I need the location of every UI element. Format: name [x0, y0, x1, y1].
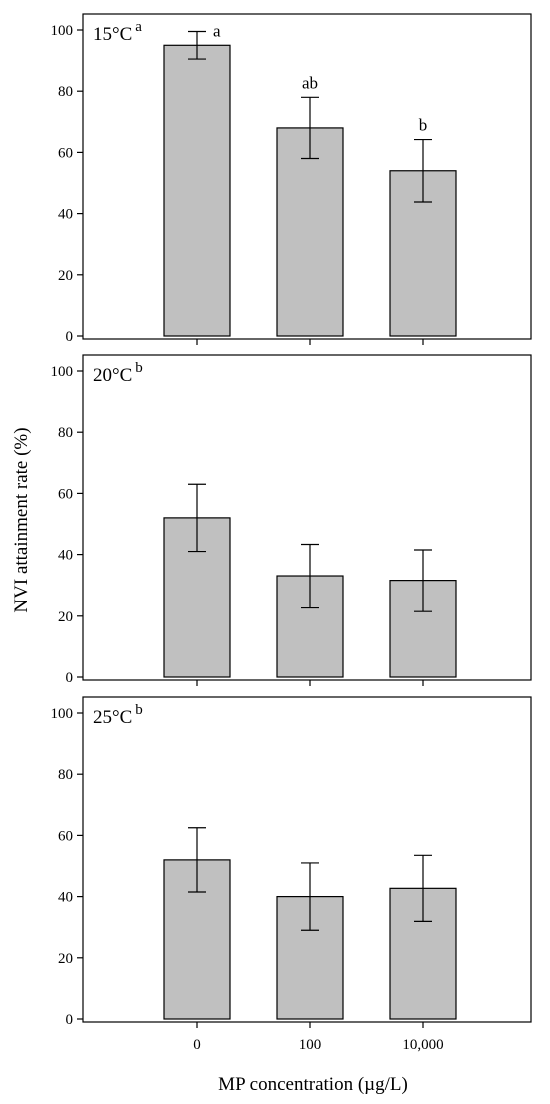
y-tick-label: 80	[58, 767, 73, 783]
bar	[276, 127, 344, 337]
plot-frame	[82, 13, 532, 340]
y-tick-label: 0	[66, 329, 74, 345]
y-tick-label: 60	[58, 145, 73, 161]
y-tick-label: 40	[58, 890, 73, 906]
plot-frame	[82, 354, 532, 681]
y-tick-label: 100	[51, 364, 74, 380]
panel-superscript: b	[135, 360, 143, 376]
y-tick-label: 0	[66, 1012, 74, 1028]
x-tick-label: 10,000	[402, 1037, 443, 1053]
y-tick-label: 40	[58, 207, 73, 223]
panel-superscript: b	[135, 702, 143, 718]
y-tick-label: 100	[51, 23, 74, 39]
y-tick-label: 80	[58, 84, 73, 100]
panel-3: 0 20 40 60 80 100 25°C b	[51, 696, 532, 1028]
panel-2: 0 20 40 60 80 100 20°C b	[51, 354, 532, 686]
bar	[163, 44, 231, 337]
y-tick-label: 20	[58, 609, 73, 625]
y-tick-label: 40	[58, 548, 73, 564]
significance-letter: b	[419, 116, 428, 135]
y-tick-label: 60	[58, 486, 73, 502]
y-axis-title: NVI attainment rate (%)	[11, 427, 32, 612]
y-tick-label: 80	[58, 425, 73, 441]
significance-letter: a	[213, 22, 221, 41]
y-tick-label: 20	[58, 951, 73, 967]
panel-label: 20°C	[93, 365, 132, 386]
panel-label: 15°C	[93, 24, 132, 45]
panel-label: 25°C	[93, 707, 132, 728]
y-tick-label: 0	[66, 670, 74, 686]
y-tick-label: 20	[58, 268, 73, 284]
x-tick-label: 100	[299, 1037, 322, 1053]
x-axis-title: MP concentration (µg/L)	[218, 1074, 408, 1095]
y-tick-label: 60	[58, 828, 73, 844]
panel-superscript: a	[135, 19, 142, 35]
x-tick-label: 0	[193, 1037, 201, 1053]
y-tick-label: 100	[51, 706, 74, 722]
x-axis: 0 100 10,000	[193, 1037, 443, 1053]
plot-frame	[82, 696, 532, 1023]
significance-letter: ab	[302, 73, 318, 92]
